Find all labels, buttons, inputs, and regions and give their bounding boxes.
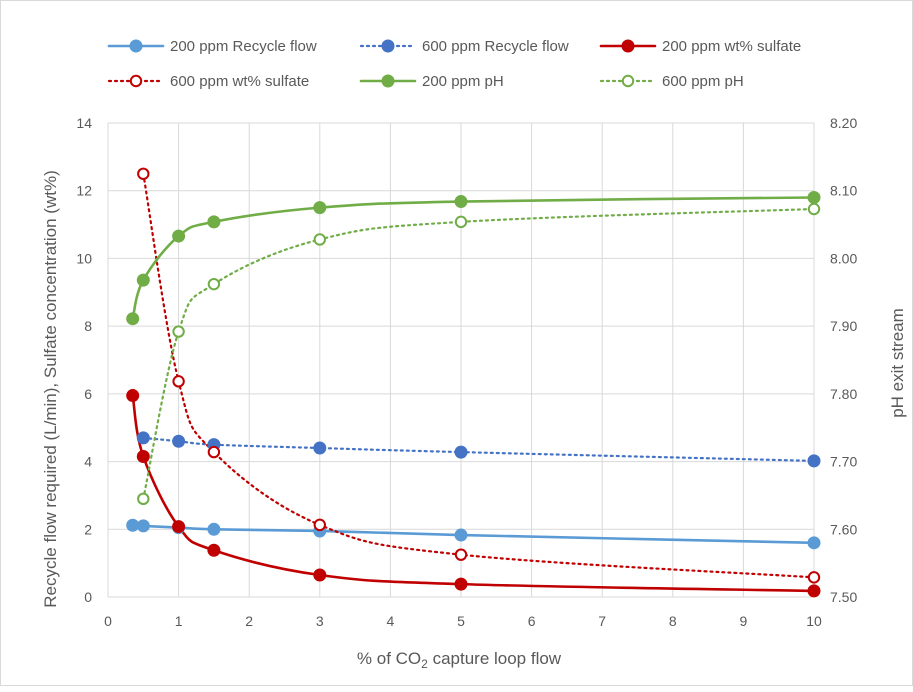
y-left-tick-label: 10 (76, 250, 92, 266)
y-right-tick-label: 8.20 (830, 115, 857, 131)
data-point-600-ppm-ph (807, 202, 821, 216)
legend-label-200-ppm-wtpct-sulfate: 200 ppm wt% sulfate (662, 38, 801, 55)
data-point-600-ppm-wtpct-sulfate (137, 167, 150, 180)
legend-label-200-ppm-recycle-flow: 200 ppm Recycle flow (170, 38, 317, 55)
legend-label-200-ppm-ph: 200 ppm pH (422, 73, 504, 90)
data-point-200-ppm-recycle-flow (207, 522, 221, 536)
y-right-axis-title: pH exit stream (888, 308, 907, 418)
y-left-tick-label: 2 (84, 521, 92, 537)
data-point-200-ppm-wtpct-sulfate (807, 584, 821, 598)
data-point-200-ppm-ph (807, 190, 821, 204)
data-point-600-ppm-recycle-flow (807, 454, 821, 468)
legend-marker-200-ppm-ph (381, 74, 395, 88)
data-point-600-ppm-wtpct-sulfate (207, 445, 221, 459)
x-tick-label: 6 (528, 613, 536, 629)
x-tick-label: 1 (175, 613, 183, 629)
x-axis-title: % of CO2 capture loop flow (357, 649, 562, 671)
x-tick-label: 0 (104, 613, 112, 629)
data-point-600-ppm-wtpct-sulfate (807, 571, 821, 584)
data-point-200-ppm-wtpct-sulfate (136, 449, 150, 463)
x-axis-ticks: 0 1 2 3 4 5 6 7 8 9 10 (104, 613, 822, 629)
data-point-200-ppm-ph (136, 273, 150, 287)
legend-label-600-ppm-ph: 600 ppm pH (662, 73, 744, 90)
y-left-tick-label: 12 (76, 183, 92, 199)
data-point-600-ppm-recycle-flow (172, 434, 186, 448)
data-point-600-ppm-recycle-flow (313, 441, 327, 455)
data-point-600-ppm-wtpct-sulfate (172, 375, 185, 388)
series-line-200-ppm-recycle-flow (131, 523, 816, 545)
series-markers (126, 167, 821, 598)
data-point-200-ppm-recycle-flow (136, 519, 150, 533)
data-point-200-ppm-ph (454, 195, 468, 209)
data-point-200-ppm-ph (172, 229, 186, 243)
y-left-tick-label: 14 (76, 115, 92, 131)
series-line-200-ppm-wtpct-sulfate (131, 394, 816, 593)
x-tick-label: 2 (245, 613, 253, 629)
y-left-tick-label: 4 (84, 454, 92, 470)
y-left-axis-title: Recycle flow required (L/min), Sulfate c… (41, 170, 60, 607)
data-point-600-ppm-ph (172, 325, 185, 338)
data-point-200-ppm-wtpct-sulfate (313, 568, 327, 582)
data-point-600-ppm-wtpct-sulfate (454, 548, 468, 561)
y-right-tick-label: 8.10 (830, 183, 857, 199)
x-tick-label: 9 (740, 613, 748, 629)
data-point-200-ppm-wtpct-sulfate (172, 520, 186, 534)
data-point-200-ppm-wtpct-sulfate (454, 577, 468, 591)
y-left-axis-ticks: 0 2 4 6 8 10 12 14 (76, 115, 92, 605)
x-tick-label: 8 (669, 613, 677, 629)
data-point-200-ppm-ph (126, 312, 140, 326)
data-point-200-ppm-wtpct-sulfate (207, 543, 221, 557)
y-right-tick-label: 7.80 (830, 386, 857, 402)
x-tick-label: 3 (316, 613, 324, 629)
x-tick-label: 10 (806, 613, 822, 629)
y-left-tick-label: 8 (84, 318, 92, 334)
series-line-200-ppm-ph (131, 196, 816, 320)
data-point-200-ppm-recycle-flow (454, 528, 468, 542)
y-right-tick-label: 7.90 (830, 318, 857, 334)
series-lines (131, 172, 816, 593)
x-tick-label: 4 (387, 613, 395, 629)
legend-marker-600-ppm-wtpct-sulfate (129, 74, 143, 88)
series-line-600-ppm-recycle-flow (142, 436, 816, 462)
data-point-600-ppm-ph (137, 492, 150, 506)
legend: 200 ppm Recycle flow 600 ppm Recycle flow… (107, 38, 801, 90)
data-point-600-ppm-ph (207, 277, 221, 291)
legend-label-600-ppm-wtpct-sulfate: 600 ppm wt% sulfate (170, 73, 309, 90)
data-point-600-ppm-wtpct-sulfate (313, 518, 326, 532)
y-left-tick-label: 6 (84, 386, 92, 402)
data-point-200-ppm-ph (207, 215, 221, 229)
legend-marker-200-ppm-wtpct-sulfate (621, 39, 635, 53)
y-right-tick-label: 7.50 (830, 589, 857, 605)
series-line-600-ppm-wtpct-sulfate (142, 172, 816, 579)
legend-marker-200-ppm-recycle-flow (129, 39, 143, 53)
legend-marker-600-ppm-ph (621, 74, 635, 88)
data-point-200-ppm-wtpct-sulfate (126, 389, 140, 403)
data-point-600-ppm-recycle-flow (136, 431, 150, 445)
data-point-600-ppm-recycle-flow (454, 445, 468, 459)
x-tick-label: 7 (598, 613, 606, 629)
data-point-600-ppm-ph (454, 215, 468, 229)
x-tick-label: 5 (457, 613, 465, 629)
y-right-tick-label: 7.60 (830, 521, 857, 537)
y-right-axis-ticks: 7.50 7.60 7.70 7.80 7.90 8.00 8.10 8.20 (830, 115, 857, 605)
data-point-600-ppm-ph (313, 233, 326, 246)
data-point-200-ppm-ph (313, 201, 327, 215)
y-right-tick-label: 8.00 (830, 250, 857, 266)
y-right-tick-label: 7.70 (830, 454, 857, 470)
data-point-200-ppm-recycle-flow (807, 536, 821, 550)
y-left-tick-label: 0 (84, 589, 92, 605)
series-line-600-ppm-ph (142, 207, 816, 500)
legend-label-600-ppm-recycle-flow: 600 ppm Recycle flow (422, 38, 569, 55)
legend-marker-600-ppm-recycle-flow (381, 39, 395, 53)
